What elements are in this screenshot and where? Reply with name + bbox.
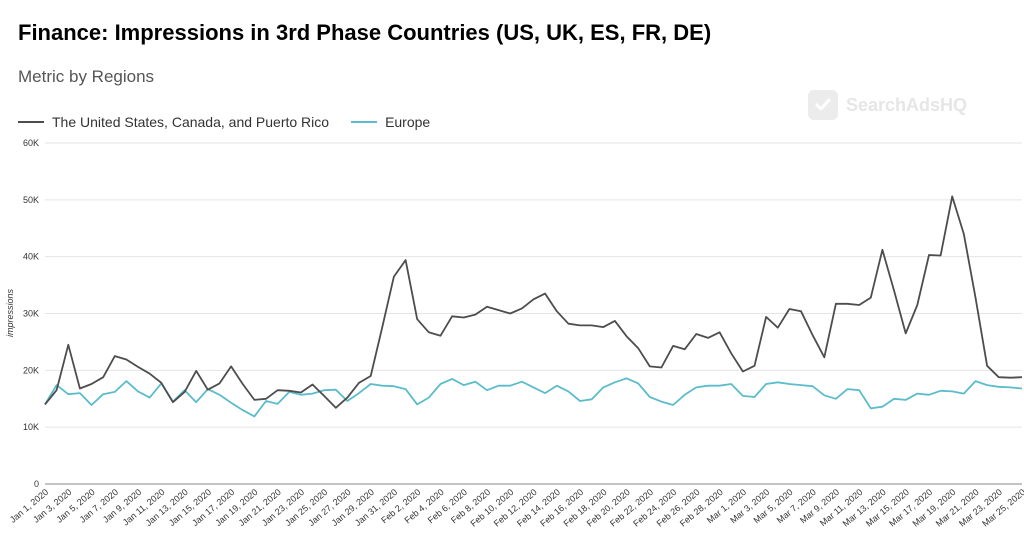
legend-label-series-1: The United States, Canada, and Puerto Ri… xyxy=(52,114,330,130)
legend-swatch-series-2 xyxy=(351,121,378,123)
chart-subtitle: Metric by Regions xyxy=(18,67,155,86)
y-tick-label: 50K xyxy=(23,195,39,205)
y-tick-label: 0 xyxy=(34,479,39,489)
y-tick-label: 20K xyxy=(23,365,39,375)
legend-label-series-2: Europe xyxy=(385,114,431,130)
chart-title: Finance: Impressions in 3rd Phase Countr… xyxy=(18,20,712,45)
legend: The United States, Canada, and Puerto Ri… xyxy=(18,114,452,130)
y-tick-label: 40K xyxy=(23,252,39,262)
y-axis: 0 10K 20K 30K 40K 50K 60K xyxy=(23,138,39,489)
watermark-logo: SearchAdsHQ xyxy=(808,90,967,120)
y-tick-label: 10K xyxy=(23,422,39,432)
legend-item-series-2[interactable]: Europe xyxy=(351,114,430,130)
y-axis-label: impressions xyxy=(5,288,15,337)
series-line-2[interactable] xyxy=(44,377,1023,418)
checkmark-icon xyxy=(808,90,838,120)
watermark-text: SearchAdsHQ xyxy=(846,94,968,115)
y-tick-label: 30K xyxy=(23,309,39,319)
y-tick-label: 60K xyxy=(23,138,39,148)
series-lines xyxy=(44,195,1023,418)
legend-swatch-series-1 xyxy=(18,121,44,123)
legend-item-series-1[interactable]: The United States, Canada, and Puerto Ri… xyxy=(18,114,329,130)
series-line-1[interactable] xyxy=(44,195,1023,409)
gridlines xyxy=(45,142,1022,485)
